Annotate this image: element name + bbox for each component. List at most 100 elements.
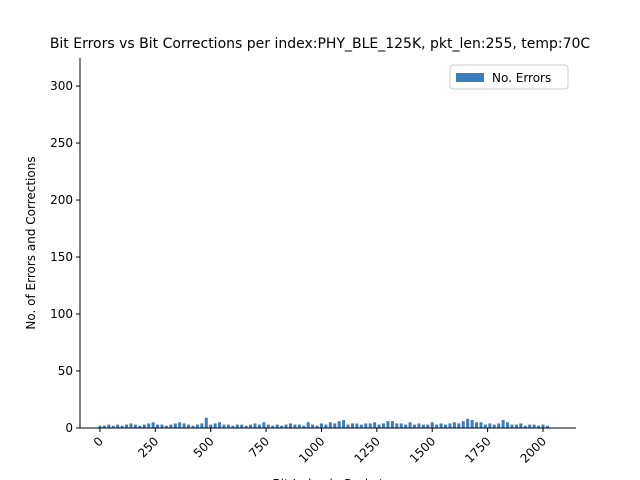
bar xyxy=(381,423,385,428)
bar xyxy=(288,423,292,428)
bar xyxy=(111,425,115,428)
legend-label: No. Errors xyxy=(492,71,551,85)
y-tick-label: 150 xyxy=(50,250,73,264)
x-tick-label: 500 xyxy=(191,434,217,460)
bar xyxy=(182,423,186,428)
bar xyxy=(519,423,523,428)
bar xyxy=(164,425,168,428)
bar xyxy=(350,423,354,428)
bar xyxy=(497,423,501,428)
bar xyxy=(413,424,417,428)
bar xyxy=(169,424,173,428)
bar xyxy=(266,424,270,428)
bar xyxy=(324,424,328,428)
bar xyxy=(226,424,230,428)
bar xyxy=(293,424,297,428)
y-axis-label: No. of Errors and Corrections xyxy=(24,156,38,329)
legend-swatch xyxy=(456,73,484,82)
x-axis-label: Bit Index in Packet xyxy=(273,477,384,480)
bar xyxy=(125,424,129,428)
bar xyxy=(537,425,541,428)
bar xyxy=(129,423,133,428)
bar xyxy=(346,424,350,428)
bar xyxy=(333,423,337,428)
x-tick-label: 1250 xyxy=(351,434,382,465)
bar xyxy=(501,420,505,428)
chart-title: Bit Errors vs Bit Corrections per index:… xyxy=(50,36,591,52)
bar xyxy=(483,424,487,428)
legend-box xyxy=(449,64,569,90)
x-tick-label: 0 xyxy=(91,434,106,449)
bar xyxy=(249,424,253,428)
bar xyxy=(253,423,257,428)
bar xyxy=(328,422,332,428)
bar xyxy=(435,424,439,428)
bar xyxy=(364,423,368,428)
bar xyxy=(461,421,465,428)
bar xyxy=(395,423,399,428)
bar xyxy=(311,424,315,428)
bar xyxy=(271,425,275,428)
bar xyxy=(151,422,155,428)
bar xyxy=(156,424,160,428)
bar xyxy=(187,424,191,428)
bar xyxy=(173,423,177,428)
y-tick-label: 200 xyxy=(50,193,73,207)
bar xyxy=(138,425,142,428)
bar xyxy=(466,418,470,428)
bar xyxy=(368,423,372,428)
y-tick-label: 50 xyxy=(58,364,73,378)
x-tick-label: 750 xyxy=(246,434,272,460)
bar xyxy=(514,424,518,428)
bar xyxy=(452,422,456,428)
bar xyxy=(209,424,213,428)
bar xyxy=(204,417,208,428)
bar xyxy=(191,425,195,428)
bar xyxy=(439,423,443,428)
bar xyxy=(200,423,204,428)
y-tick-label: 0 xyxy=(65,421,73,435)
bar xyxy=(302,425,306,428)
bar xyxy=(448,423,452,428)
bar xyxy=(297,424,301,428)
bar xyxy=(506,422,510,428)
bar xyxy=(231,425,235,428)
bar xyxy=(218,422,222,428)
bar xyxy=(488,423,492,428)
bar xyxy=(479,422,483,428)
bar xyxy=(213,423,217,428)
bar xyxy=(195,424,199,428)
bar xyxy=(280,425,284,428)
bar xyxy=(102,425,106,428)
bar xyxy=(257,424,261,428)
bar xyxy=(444,424,448,428)
bar xyxy=(116,424,120,428)
bar xyxy=(262,422,266,428)
bar xyxy=(399,423,403,428)
bar xyxy=(133,424,137,428)
y-tick-label: 250 xyxy=(50,136,73,150)
bar xyxy=(430,422,434,428)
bar xyxy=(147,423,151,428)
bar xyxy=(342,420,346,428)
bar xyxy=(107,424,111,428)
y-tick-label: 100 xyxy=(50,307,73,321)
bar xyxy=(178,422,182,428)
bar xyxy=(222,424,226,428)
bar xyxy=(421,424,425,428)
bar xyxy=(545,425,549,428)
bar xyxy=(275,424,279,428)
bar xyxy=(142,424,146,428)
bar xyxy=(244,425,248,428)
x-tick-label: 1000 xyxy=(296,434,327,465)
bar xyxy=(404,424,408,428)
bar xyxy=(98,425,102,428)
x-tick-label: 2000 xyxy=(518,434,549,465)
bar xyxy=(284,424,288,428)
bar xyxy=(355,423,359,428)
bar xyxy=(523,425,527,428)
bar xyxy=(373,422,377,428)
bar xyxy=(457,423,461,428)
bar xyxy=(386,421,390,428)
